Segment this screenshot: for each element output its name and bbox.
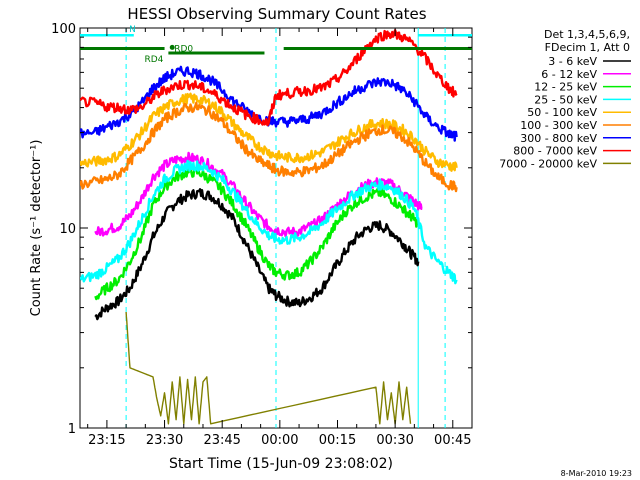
legend-header-0: Det 1,3,4,5,6,9, [544,28,630,41]
x-axis-label: Start Time (15-Jun-09 23:08:02) [169,456,393,472]
legend-label-0: 3 - 6 keV [548,55,597,68]
legend-label-4: 50 - 100 keV [527,106,597,119]
series-line-6 [80,65,458,142]
legend-label-6: 300 - 800 keV [520,132,597,145]
legend-label-5: 100 - 300 keV [520,119,597,132]
x-tick-label-1: 23:30 [146,433,183,448]
series-line-5 [80,101,458,193]
series-line-2 [94,166,419,301]
legend-label-3: 25 - 50 keV [534,93,597,106]
x-tick-label-3: 00:00 [261,433,298,448]
series-line-3 [80,159,458,285]
series-line-4 [80,92,458,172]
x-tick-label-5: 00:30 [376,433,413,448]
annotation-n: N [129,25,136,35]
legend-label-2: 12 - 25 keV [534,81,597,94]
legend-header-1: FDecim 1, Att 0 [545,41,630,54]
x-tick-label-4: 00:15 [319,433,356,448]
legend-label-1: 6 - 12 keV [541,68,597,81]
series-layer [80,28,458,428]
series-line-7 [80,29,458,127]
annotation-rd0: RD0 [174,44,193,54]
y-tick-label-2: 100 [51,22,76,37]
series-line-8 [125,311,412,425]
annotation-rd4: RD4 [144,55,163,65]
mode-marker [169,44,175,50]
footer-timestamp: 8-Mar-2010 19:23 [561,469,632,478]
annotation-layer: N RD4 RD0 [80,25,472,65]
series-line-1 [94,151,423,238]
y-tick-label-1: 10 [59,222,76,237]
legend: Det 1,3,4,5,6,9,FDecim 1, Att 03 - 6 keV… [499,28,631,170]
y-tick-label-0: 1 [68,422,76,437]
legend-label-7: 800 - 7000 keV [513,145,597,158]
axes-layer: 1 10 100 23:15 23:30 23:45 00:00 00:15 00:30 00:4… [51,22,472,448]
y-axis-label: Count Rate (s⁻¹ detector⁻¹) [29,140,44,317]
x-tick-label-2: 23:45 [203,433,240,448]
legend-label-8: 7000 - 20000 keV [499,157,597,170]
x-tick-label-0: 23:15 [88,433,125,448]
series-line-0 [94,188,420,321]
x-tick-label-6: 00:45 [434,433,471,448]
chart-title: HESSI Observing Summary Count Rates [127,5,426,23]
